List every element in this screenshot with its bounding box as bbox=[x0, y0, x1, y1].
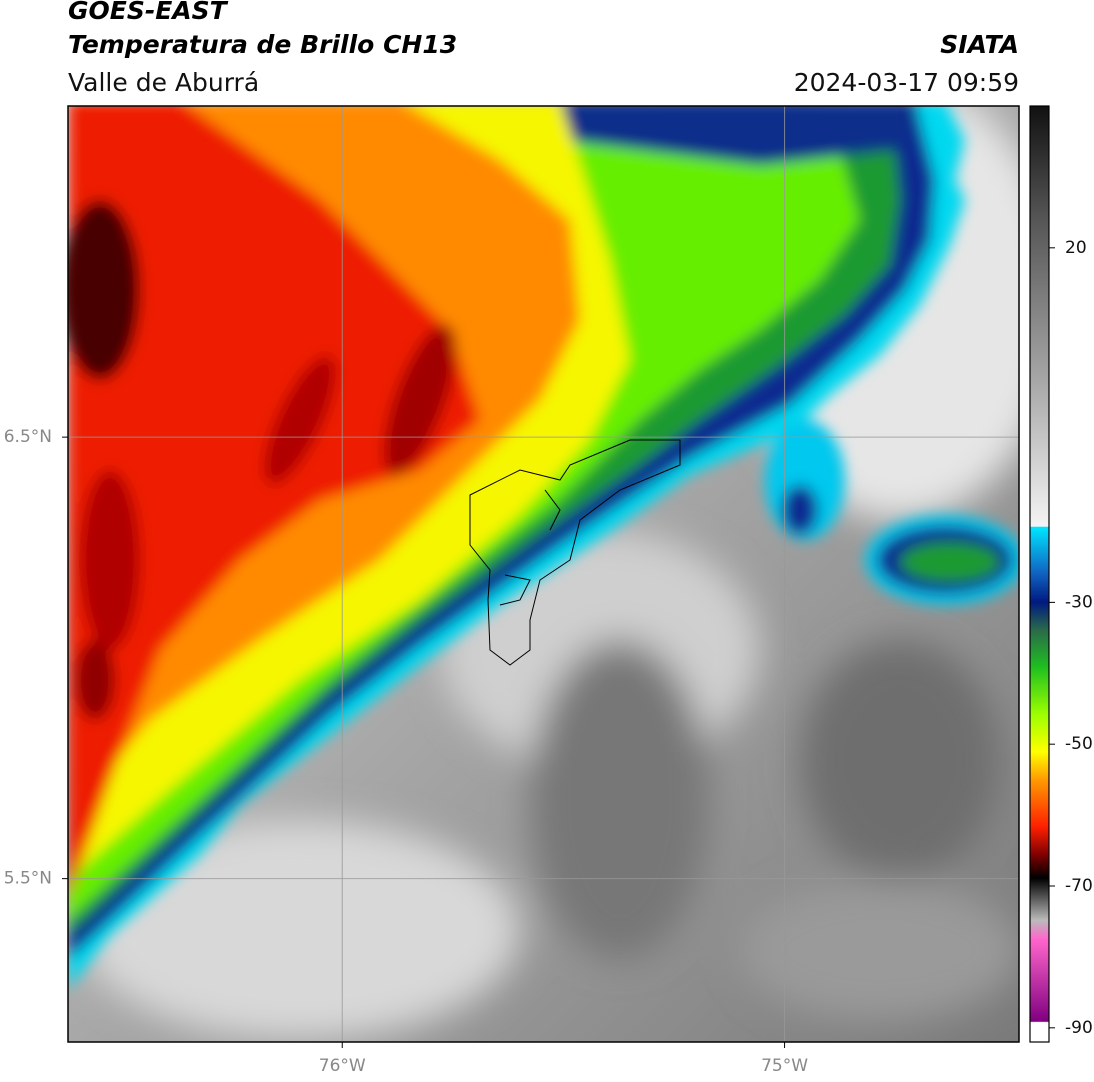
source: SIATA bbox=[940, 30, 1019, 59]
colorbar bbox=[1029, 105, 1050, 1043]
municipal-boundaries bbox=[469, 439, 681, 666]
graticule bbox=[68, 106, 1019, 1042]
y-tick-label: 5.5°N bbox=[4, 869, 52, 889]
map-frame bbox=[67, 105, 1020, 1043]
satellite-name: GOES-EAST bbox=[68, 0, 229, 25]
x-tick-label: 76°W bbox=[319, 1056, 366, 1076]
colorbar-tick-label: -50 bbox=[1065, 734, 1093, 754]
colorbar-tick-label: -70 bbox=[1065, 876, 1093, 896]
region: Valle de Aburrá bbox=[68, 68, 259, 97]
y-tick-label: 6.5°N bbox=[4, 427, 52, 447]
satellite-image bbox=[68, 106, 1019, 1042]
product-title: Temperatura de Brillo CH13 bbox=[68, 30, 457, 59]
colorbar-tick-label: -30 bbox=[1065, 592, 1093, 612]
colorbar-tick-label: -90 bbox=[1065, 1018, 1093, 1038]
datetime: 2024-03-17 09:59 bbox=[794, 68, 1019, 97]
x-tick-label: 75°W bbox=[761, 1056, 808, 1076]
colorbar-tick-label: 20 bbox=[1065, 238, 1087, 258]
